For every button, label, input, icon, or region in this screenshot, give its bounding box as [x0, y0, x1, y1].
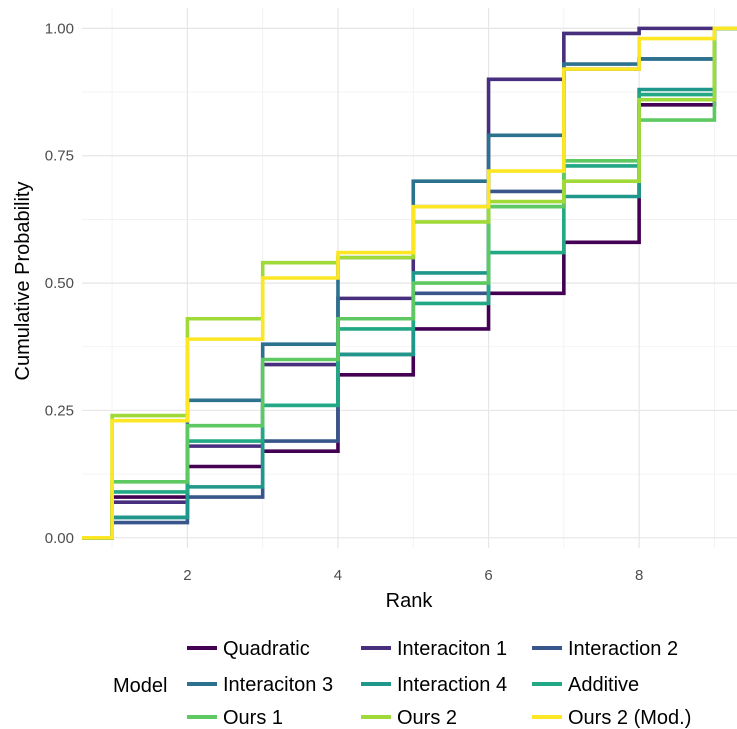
- legend-label: Ours 2 (Mod.): [568, 707, 691, 729]
- legend-label: Ours 2: [397, 707, 457, 729]
- legend: Model Quadratic Interaciton 1 Interaction …: [113, 638, 691, 729]
- legend-label: Interaciton 3: [223, 674, 333, 696]
- y-tick-label: 0.50: [45, 275, 74, 292]
- y-tick-label: 0.25: [45, 402, 74, 419]
- legend-label: Ours 1: [223, 707, 283, 729]
- legend-label: Interaction 2: [568, 638, 678, 660]
- series-layer: [82, 26, 737, 540]
- x-tick-label: 2: [183, 567, 191, 584]
- legend-label: Additive: [568, 674, 639, 696]
- x-tick-label: 8: [635, 567, 643, 584]
- legend-label: Interaciton 1: [397, 638, 507, 660]
- legend-label: Quadratic: [223, 638, 310, 660]
- y-axis-title: Cumulative Probability: [12, 182, 34, 381]
- x-tick-label: 4: [334, 567, 342, 584]
- x-axis-title: Rank: [386, 590, 434, 612]
- y-axis-ticks: 0.00 0.25 0.50 0.75 1.00: [45, 20, 74, 546]
- series-line-ours-2-mod: [82, 26, 737, 540]
- legend-label: Interaction 4: [397, 674, 507, 696]
- y-tick-label: 0.00: [45, 530, 74, 547]
- y-tick-label: 0.75: [45, 148, 74, 165]
- x-tick-label: 6: [484, 567, 492, 584]
- x-axis-ticks: 2 4 6 8: [183, 567, 643, 584]
- y-tick-label: 1.00: [45, 20, 74, 37]
- legend-title: Model: [113, 675, 167, 697]
